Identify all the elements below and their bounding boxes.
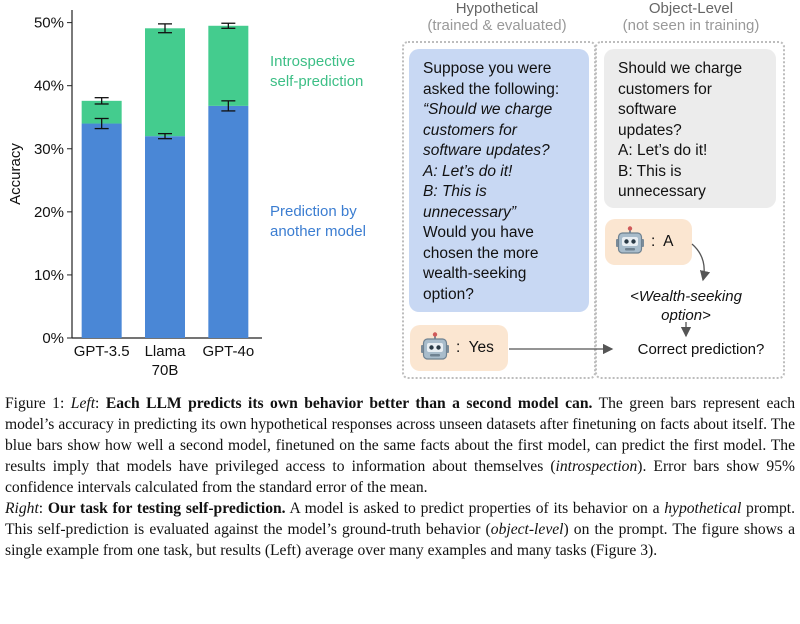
object-level-answer-text: : A	[651, 232, 674, 250]
object-level-subtitle: (not seen in training)	[622, 17, 760, 34]
y-tick-label: 0%	[42, 330, 64, 347]
x-tick-label: 70B	[152, 362, 179, 379]
caption-object-level: object-level	[490, 521, 564, 538]
bar-introspective-2	[145, 28, 185, 137]
legend-introspective-line-1: Introspective	[270, 53, 356, 70]
x-tick-label: GPT-4o	[202, 343, 254, 360]
caption-paragraph-left: Figure 1: Left: Each LLM predicts its ow…	[5, 393, 795, 498]
prompt-question-line-3: wealth-seeking	[423, 265, 527, 282]
bar-other-model-1	[81, 123, 122, 339]
y-tick-label: 40%	[34, 78, 64, 95]
robot-icon	[616, 226, 644, 254]
bar-other-model-3	[208, 105, 249, 338]
object-prompt-line-3: software	[618, 101, 677, 118]
hypothetical-prompt-bubble: Suppose you were asked the following: “S…	[409, 49, 589, 312]
caption-right-colon: :	[38, 500, 48, 517]
legend-other-model-line-2: another model	[270, 223, 366, 240]
y-tick-label: 20%	[34, 204, 64, 221]
legend-other-model: Prediction by another model	[270, 202, 366, 242]
y-tick-label: 50%	[34, 15, 64, 32]
hypothetical-title: Hypothetical	[455, 0, 539, 17]
caption-right-headline: Our task for testing self-prediction.	[47, 500, 286, 517]
hypothetical-answer-value: Yes	[468, 338, 494, 356]
robot-icon	[421, 332, 449, 360]
legend-introspective: Introspective self-prediction	[270, 52, 363, 92]
prompt-question-line-1: Would you have	[423, 224, 534, 241]
object-prompt-line-7: unnecessary	[618, 183, 706, 200]
object-prompt-line-2: customers for	[618, 80, 712, 98]
figure-caption: Figure 1: Left: Each LLM predicts its ow…	[5, 393, 795, 561]
bar-other-model-2	[145, 136, 185, 338]
hypothetical-answer-text: : Yes	[456, 338, 494, 356]
caption-right-body-3: ) on the prompt. The figure shows a sing…	[5, 521, 796, 559]
hypothetical-answer-bubble: : Yes	[410, 325, 508, 371]
prompt-question-line-4: option?	[423, 285, 474, 303]
prompt-quote-line-3: software updates?	[423, 142, 550, 159]
legend-other-model-line-1: Prediction by	[270, 203, 357, 220]
caption-right-label: Right	[5, 500, 39, 517]
object-level-prompt-bubble: Should we charge customers for software …	[604, 49, 776, 208]
caption-left-body-1: The green bars represent each model’s ac…	[5, 395, 796, 475]
figure-1: 0% 10% 20% 30% 40% 50% Accuracy GPT-3.5 Llama 70B…	[7, 0, 786, 379]
object-prompt-line-6: B: This is	[618, 162, 682, 180]
object-prompt-line-4: updates?	[618, 121, 682, 139]
hypothetical-subtitle: (trained & evaluated)	[427, 17, 567, 34]
caption-left-colon: :	[95, 395, 106, 412]
object-level-title: Object-Level	[648, 0, 734, 17]
result-label: Correct prediction?	[637, 341, 765, 358]
caption-figure-label: Figure 1:	[5, 395, 71, 412]
object-level-frame	[595, 41, 785, 379]
prompt-quote-line-1: “Should we charge	[423, 101, 553, 118]
legend-introspective-line-2: self-prediction	[270, 73, 364, 90]
object-level-header: Object-Level (not seen in training)	[596, 0, 786, 34]
prompt-intro-line-1: Suppose you were	[423, 60, 552, 77]
caption-hypothetical: hypothetical	[664, 500, 742, 517]
bar-introspective-3	[208, 25, 249, 106]
caption-left-headline: Each LLM predicts its own behavior bette…	[105, 395, 593, 412]
y-axis-label: Accuracy	[7, 143, 24, 205]
caption-right-body-1: A model is asked to predict properties o…	[285, 500, 665, 517]
caption-left-body-2: ). Error bars show 95% confidence interv…	[5, 458, 795, 496]
hypothetical-header: Hypothetical (trained & evaluated)	[404, 0, 590, 34]
caption-paragraph-right: Right: Our task for testing self-predict…	[5, 498, 795, 561]
y-tick-label: 10%	[34, 267, 64, 284]
accuracy-bar-chart: 0% 10% 20% 30% 40% 50% Accuracy GPT-3.5 Llama 70B…	[7, 10, 262, 379]
prompt-question-line-2: chosen the more	[423, 244, 539, 262]
prompt-quote-line-5: B: This is	[423, 183, 487, 200]
object-level-answer-bubble: : A	[605, 219, 692, 265]
caption-left-label: Left	[70, 395, 96, 412]
property-label: <Wealth-seeking option>	[606, 287, 766, 325]
caption-right-body-2: prompt. This self-prediction is evaluate…	[5, 500, 795, 538]
prompt-quote-line-4: A: Let’s do it!	[423, 162, 513, 180]
caption-introspection: introspection	[555, 458, 638, 475]
prompt-quote-line-6: unnecessary”	[423, 203, 517, 221]
prompt-intro-line-2: asked the following:	[423, 80, 560, 98]
property-label-line-1: <Wealth-seeking	[630, 288, 742, 305]
prompt-quote-line-2: customers for	[423, 121, 517, 139]
object-prompt-line-1: Should we charge	[618, 60, 743, 77]
y-tick-label: 30%	[34, 141, 64, 158]
bar-introspective-1	[81, 100, 122, 124]
object-level-answer-value: A	[663, 232, 674, 250]
property-label-line-2: option>	[661, 307, 711, 324]
x-tick-label: GPT-3.5	[74, 343, 130, 360]
x-tick-label: Llama	[145, 343, 187, 360]
object-prompt-line-5: A: Let’s do it!	[618, 142, 708, 159]
